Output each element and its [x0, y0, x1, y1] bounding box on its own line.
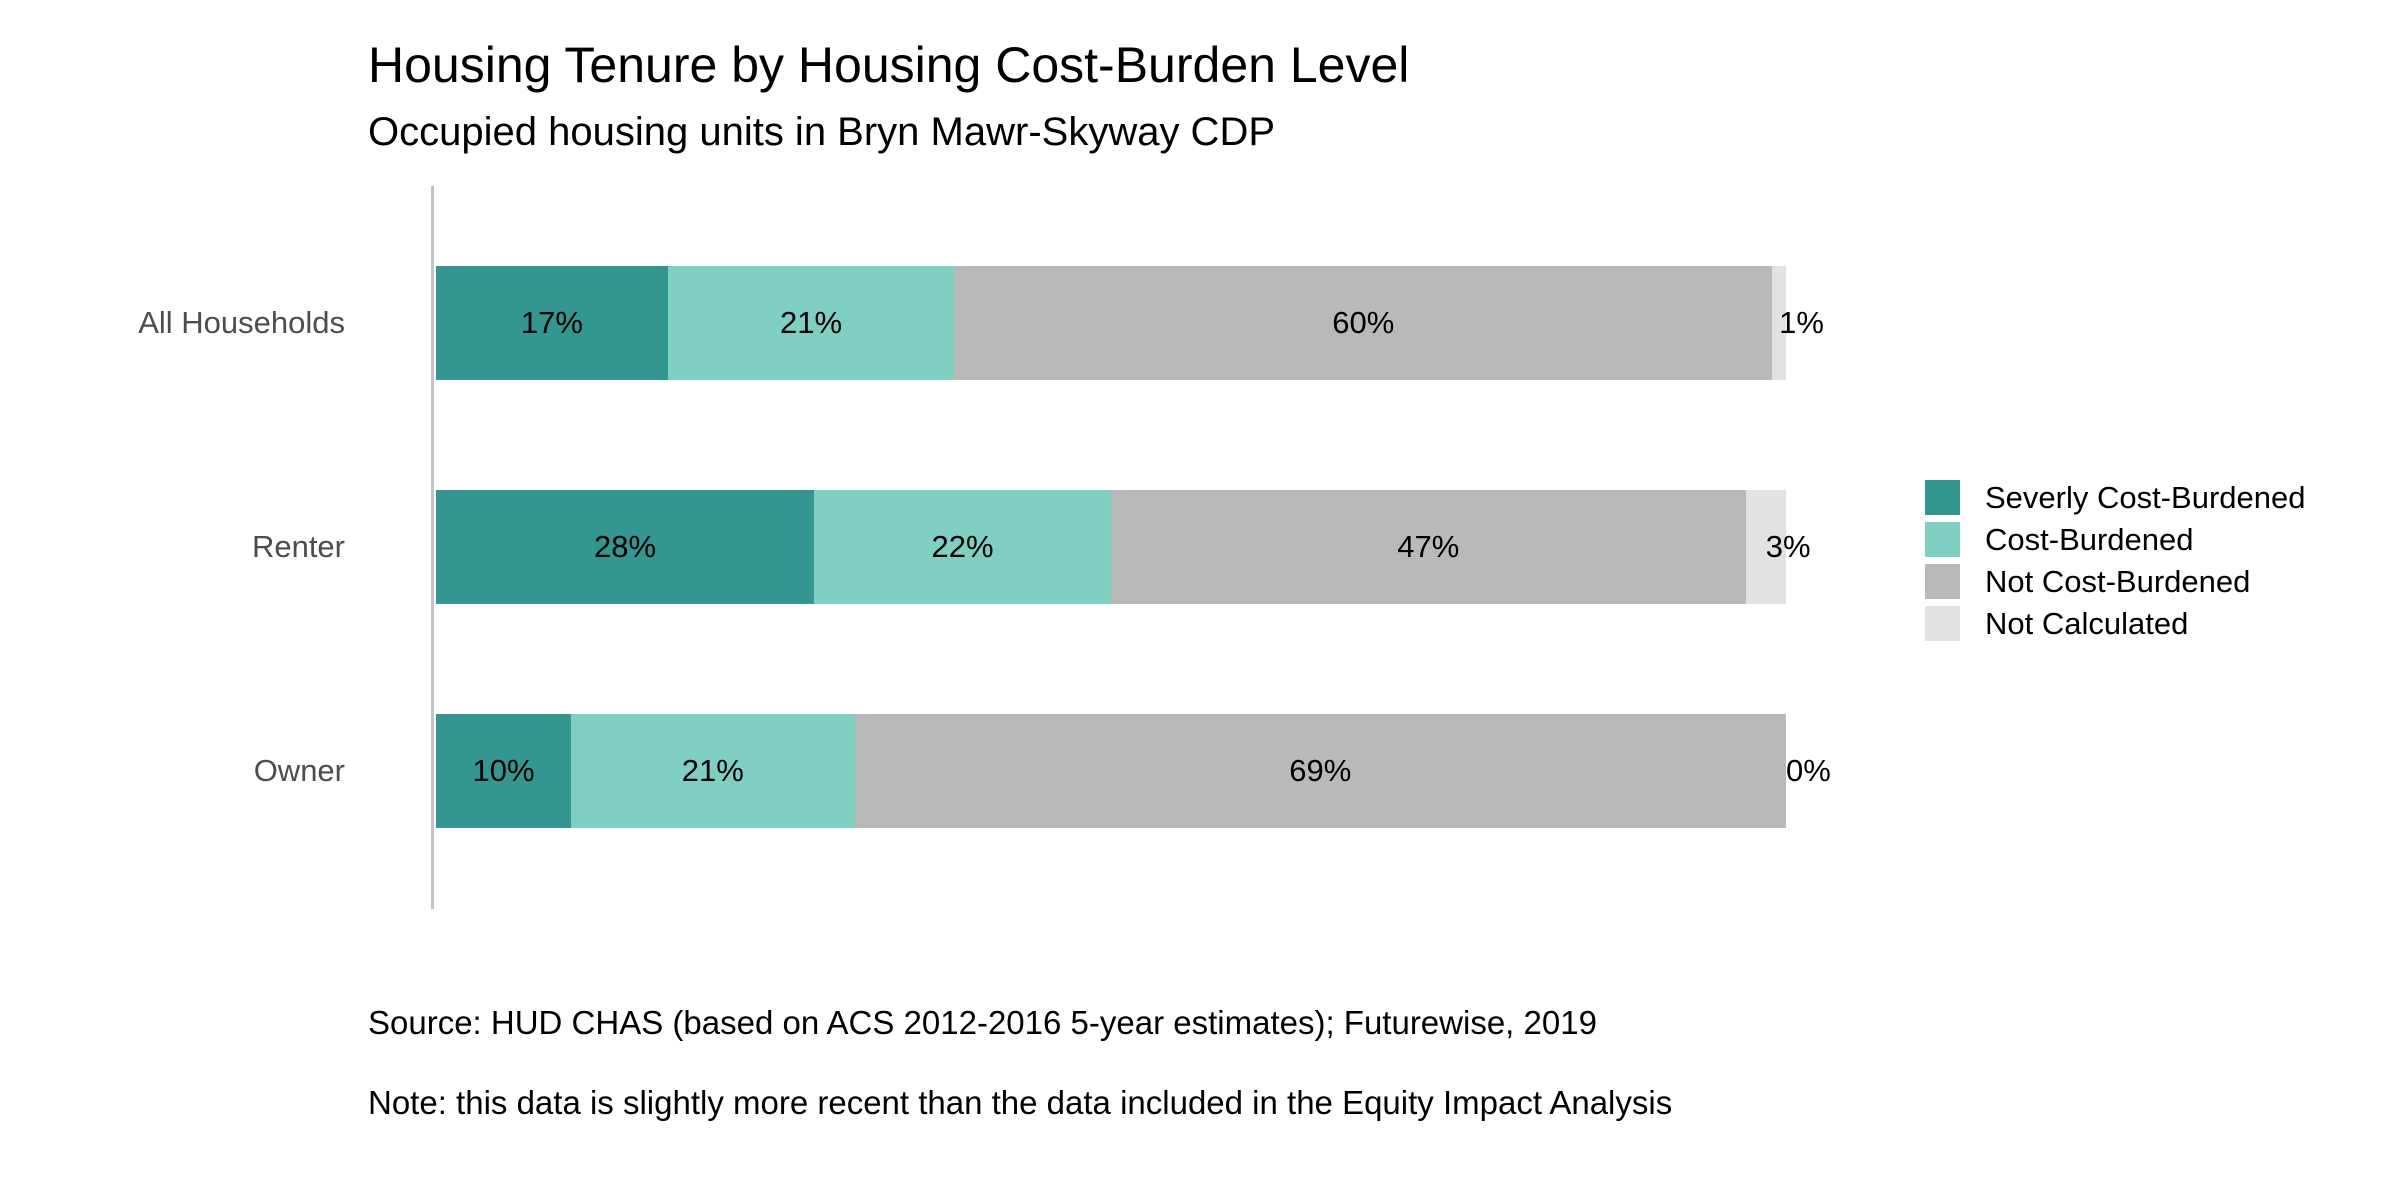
legend-item: Severly Cost-Burdened	[1925, 480, 2306, 515]
bar-segment-value-label: 10%	[472, 753, 535, 788]
source-text: Source: HUD CHAS (based on ACS 2012-2016…	[368, 1004, 1597, 1041]
legend-swatch	[1925, 564, 1960, 599]
chart-subtitle: Occupied housing units in Bryn Mawr-Skyw…	[368, 110, 1276, 154]
legend-swatch	[1925, 606, 1960, 641]
bar-segment: 10%	[436, 714, 571, 828]
bar-segment-value-label: 47%	[1397, 529, 1460, 564]
legend-item: Not Cost-Burdened	[1925, 564, 2306, 599]
bar-row-all-households: 17% 21% 60% 1%	[436, 266, 1824, 380]
bar-row-renter: 28% 22% 47% 3%	[436, 490, 1811, 604]
bar-segment-value-label: 22%	[931, 529, 994, 564]
bar-segment-value-label: 0%	[1786, 753, 1831, 788]
bar-segment-value-label: 28%	[593, 529, 657, 564]
bar-segment: 3%	[1745, 490, 1811, 604]
bar-segment: 21%	[571, 714, 855, 828]
legend-item: Cost-Burdened	[1925, 522, 2306, 557]
bar-segment: 22%	[814, 490, 1111, 604]
note-text: Note: this data is slightly more recent …	[368, 1084, 1673, 1121]
bar-segment: 1%	[1772, 266, 1824, 380]
bar-segment: 47%	[1111, 490, 1746, 604]
y-axis-line	[431, 186, 434, 909]
bar-segment-value-label: 21%	[681, 753, 744, 788]
category-label-owner: Owner	[253, 753, 345, 788]
legend-swatch	[1925, 480, 1960, 515]
bar-segment-value-label: 3%	[1765, 529, 1811, 564]
legend-label: Not Calculated	[1985, 605, 2189, 641]
legend-item: Not Calculated	[1925, 606, 2306, 641]
bar-segment: 17%	[436, 266, 668, 380]
legend-label: Severly Cost-Burdened	[1985, 479, 2306, 515]
bar-segment: 69%	[854, 714, 1786, 828]
bar-segment-value-label: 60%	[1332, 305, 1395, 340]
bar-segment-value-label: 17%	[520, 305, 583, 340]
legend-label: Not Cost-Burdened	[1985, 563, 2251, 599]
legend: Severly Cost-Burdened Cost-Burdened Not Co…	[1925, 480, 2306, 648]
legend-label: Cost-Burdened	[1985, 521, 2194, 557]
category-label-renter: Renter	[251, 529, 345, 564]
legend-swatch	[1925, 522, 1960, 557]
bar-segment-value-label: 69%	[1289, 753, 1352, 788]
bar-segment: 28%	[436, 490, 814, 604]
bar-segment-value-label: 21%	[779, 305, 843, 340]
bar-row-owner: 10% 21% 69% 0%	[436, 714, 1831, 828]
bar-segment: 21%	[667, 266, 955, 380]
category-label-all-households: All Households	[138, 305, 345, 340]
bar-segment: 60%	[954, 266, 1773, 380]
chart-title: Housing Tenure by Housing Cost-Burden Le…	[368, 37, 1410, 93]
bar-segment-value-label: 1%	[1779, 305, 1824, 340]
